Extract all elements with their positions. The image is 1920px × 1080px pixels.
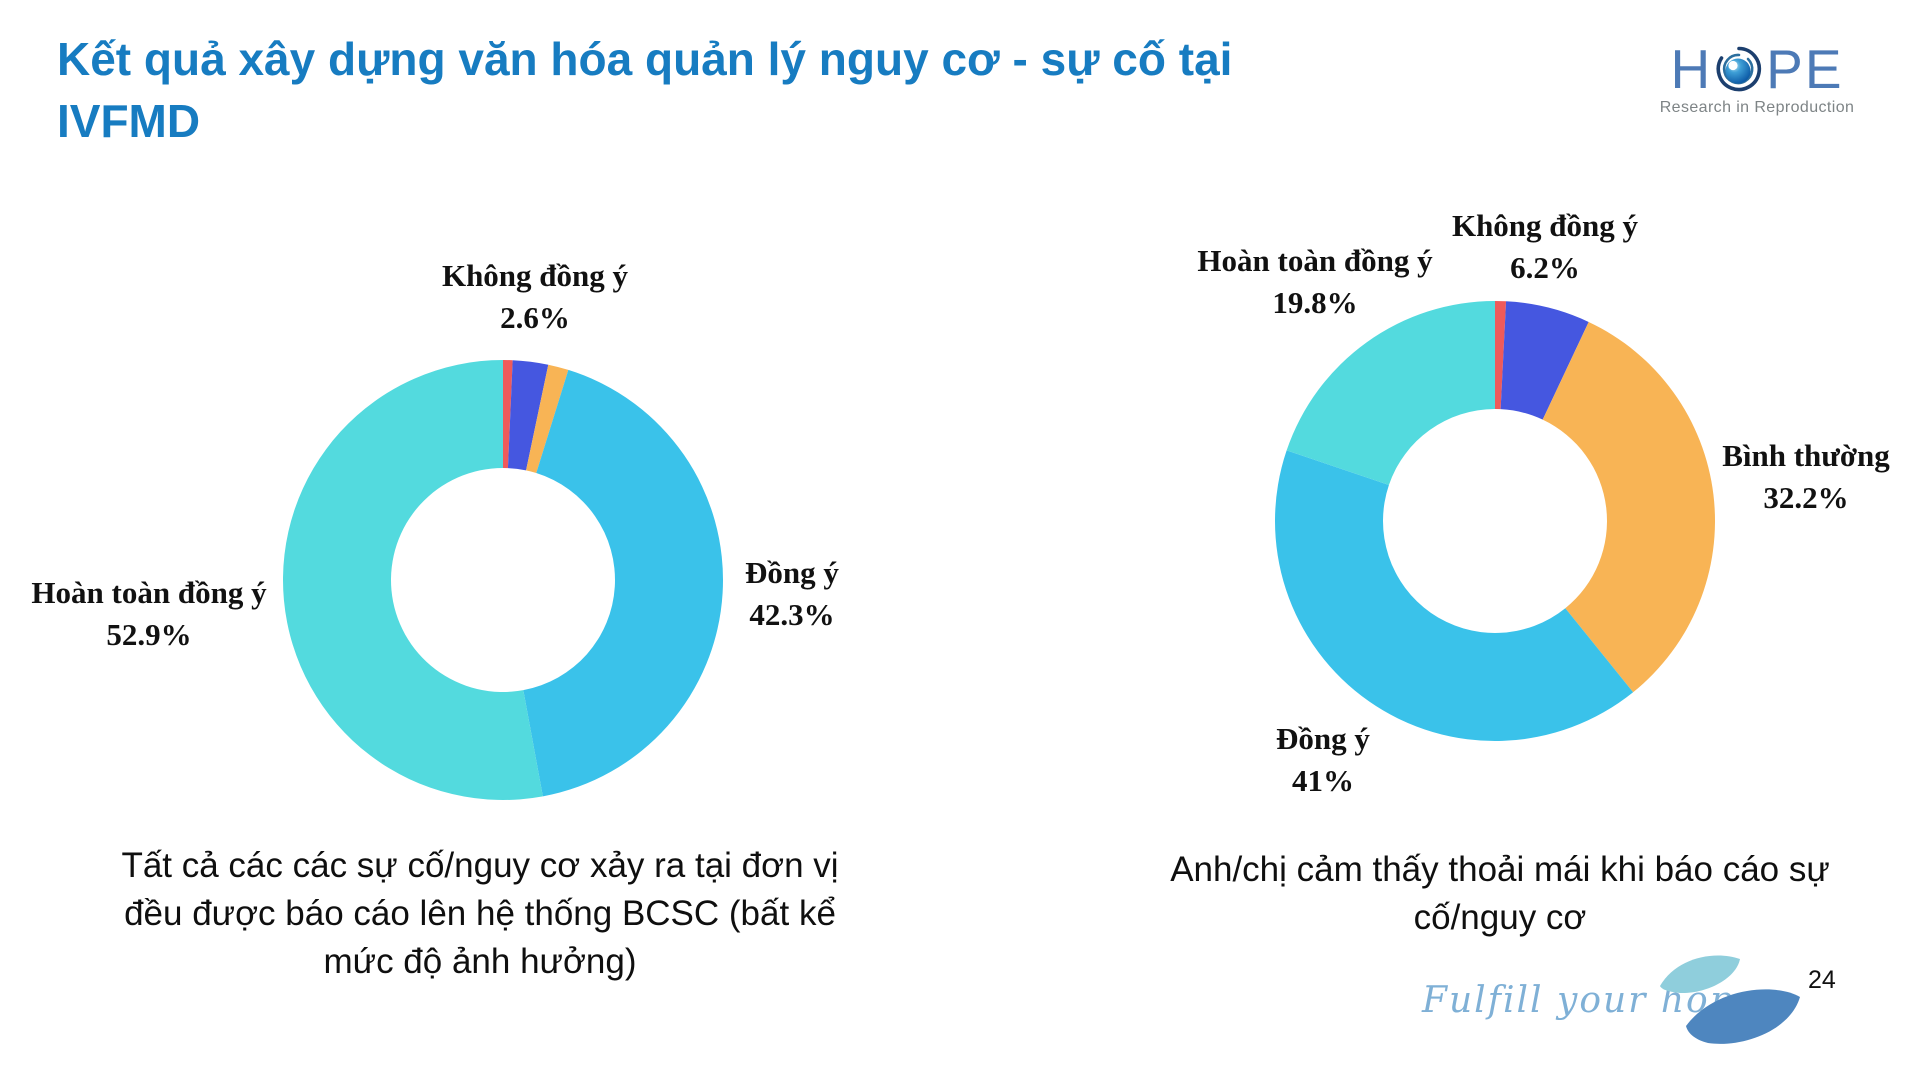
hope-logo-letter-pe: PE: [1766, 38, 1844, 100]
eye-icon: [1716, 46, 1762, 92]
hope-logo-word: H PE: [1632, 40, 1882, 98]
donut-segment: [526, 364, 569, 474]
donut-segment: [1286, 301, 1495, 486]
donut-segment: [1275, 450, 1634, 741]
donut-chart-comfort-reporting: [1275, 301, 1715, 741]
callout-hoan-toan-dong-y: Hoàn toàn đồng ý 52.9%: [4, 572, 294, 656]
callout-label: Đồng ý: [745, 555, 839, 590]
leaf-logo-icon: [1660, 955, 1800, 1044]
callout-value: 41%: [1292, 763, 1354, 798]
donut-segment: [1500, 301, 1589, 420]
donut-segment: [1542, 321, 1715, 693]
callout-dong-y: Đồng ý 42.3%: [687, 552, 897, 636]
hope-logo: H PE Research in Reproduction: [1632, 40, 1882, 117]
donut-chart-bcsc-reporting: [282, 360, 723, 800]
callout-binh-thuong: Bình thường 32.2%: [1692, 435, 1920, 519]
callout-value: 6.2%: [1510, 250, 1580, 285]
hope-logo-letter-h: H: [1670, 38, 1713, 100]
callout-hoan-toan-dong-y: Hoàn toàn đồng ý 19.8%: [1165, 240, 1465, 324]
donut-segment: [503, 360, 513, 469]
callout-label: Không đồng ý: [441, 258, 629, 293]
callout-value: 42.3%: [749, 597, 835, 632]
donut-segment: [523, 369, 723, 797]
callout-value: 52.9%: [106, 617, 192, 652]
donut-segment: [1495, 301, 1507, 410]
donut-segment: [507, 360, 549, 471]
callout-value: 19.8%: [1272, 285, 1358, 320]
callout-label: Hoàn toàn đồng ý: [31, 575, 267, 610]
hope-logo-subtitle: Research in Reproduction: [1659, 99, 1855, 116]
callout-khong-dong-y: Không đồng ý 6.2%: [1420, 205, 1670, 289]
callout-value: 32.2%: [1763, 480, 1849, 515]
callout-label: Bình thường: [1722, 438, 1890, 473]
callout-label: Không đồng ý: [1451, 208, 1639, 243]
chart-caption-left: Tất cả các các sự cố/nguy cơ xảy ra tại …: [121, 846, 839, 981]
callout-label: Đồng ý: [1276, 721, 1370, 756]
slide-title: Kết quả xây dựng văn hóa quản lý nguy cơ…: [57, 33, 1233, 147]
callout-label: Hoàn toàn đồng ý: [1197, 243, 1433, 278]
callout-value: 2.6%: [500, 300, 570, 335]
donut-segment: [282, 360, 543, 800]
callout-dong-y: Đồng ý 41%: [1223, 718, 1423, 802]
page-number: 24: [1808, 966, 1836, 994]
chart-caption-right: Anh/chị cảm thấy thoải mái khi báo cáo s…: [1170, 850, 1830, 937]
callout-khong-dong-y: Không đồng ý 2.6%: [385, 255, 685, 339]
